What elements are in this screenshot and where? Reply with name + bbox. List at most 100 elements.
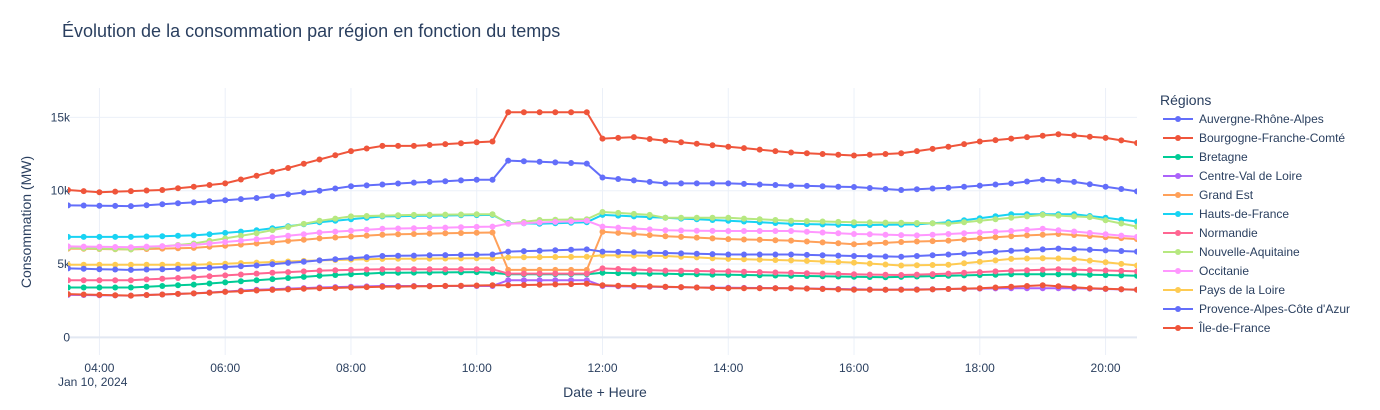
data-point[interactable] [678, 139, 685, 146]
data-point[interactable] [1102, 247, 1109, 254]
data-point[interactable] [772, 228, 779, 234]
data-point[interactable] [741, 285, 747, 292]
data-point[interactable] [583, 270, 590, 277]
data-point[interactable] [1071, 228, 1078, 235]
data-point[interactable] [961, 236, 968, 243]
data-point[interactable] [426, 283, 433, 290]
data-point[interactable] [316, 156, 323, 163]
data-point[interactable] [851, 241, 857, 248]
data-point[interactable] [1086, 246, 1093, 253]
data-point[interactable] [552, 109, 559, 116]
data-point[interactable] [1008, 233, 1015, 240]
data-point[interactable] [410, 225, 417, 232]
data-point[interactable] [945, 286, 952, 292]
data-point[interactable] [190, 199, 197, 206]
data-point[interactable] [332, 152, 339, 159]
data-point[interactable] [363, 232, 370, 239]
data-point[interactable] [96, 243, 103, 250]
data-point[interactable] [819, 286, 826, 292]
data-point[interactable] [615, 229, 622, 236]
data-point[interactable] [65, 202, 71, 209]
data-point[interactable] [898, 219, 905, 226]
data-point[interactable] [1008, 255, 1015, 262]
data-point[interactable] [473, 211, 480, 218]
data-point[interactable] [520, 270, 527, 277]
data-point[interactable] [520, 254, 527, 261]
data-point[interactable] [756, 256, 763, 263]
data-point[interactable] [929, 185, 936, 192]
data-point[interactable] [112, 277, 119, 284]
data-point[interactable] [992, 268, 999, 275]
data-point[interactable] [882, 253, 889, 260]
data-point[interactable] [615, 176, 622, 182]
data-point[interactable] [1039, 132, 1046, 139]
data-point[interactable] [1134, 268, 1140, 275]
data-point[interactable] [646, 136, 653, 142]
data-point[interactable] [269, 269, 276, 276]
data-point[interactable] [772, 285, 779, 292]
data-point[interactable] [599, 174, 606, 181]
data-point[interactable] [80, 284, 87, 291]
data-point[interactable] [348, 183, 354, 190]
data-point[interactable] [646, 211, 653, 218]
data-point[interactable] [882, 239, 889, 246]
data-point[interactable] [803, 251, 810, 258]
data-point[interactable] [300, 220, 307, 227]
data-point[interactable] [1055, 131, 1062, 138]
data-point[interactable] [709, 268, 716, 275]
data-point[interactable] [835, 270, 842, 277]
data-point[interactable] [662, 227, 669, 234]
data-point[interactable] [285, 165, 292, 171]
data-point[interactable] [206, 273, 213, 280]
data-point[interactable] [599, 248, 606, 255]
data-point[interactable] [819, 183, 826, 190]
data-point[interactable] [1102, 183, 1109, 190]
data-point[interactable] [410, 283, 417, 290]
data-point[interactable] [756, 285, 763, 292]
data-point[interactable] [929, 262, 936, 268]
data-point[interactable] [520, 248, 527, 255]
data-point[interactable] [788, 182, 795, 189]
data-point[interactable] [536, 270, 543, 277]
data-point[interactable] [1039, 255, 1046, 262]
data-point[interactable] [363, 266, 370, 273]
data-point[interactable] [489, 229, 496, 236]
data-point[interactable] [772, 237, 779, 244]
data-point[interactable] [788, 149, 795, 156]
data-point[interactable] [206, 289, 213, 296]
data-point[interactable] [866, 271, 873, 278]
data-point[interactable] [913, 286, 920, 293]
data-point[interactable] [190, 242, 197, 248]
data-point[interactable] [961, 269, 968, 276]
data-point[interactable] [159, 275, 166, 282]
data-point[interactable] [709, 255, 716, 262]
data-point[interactable] [992, 228, 999, 235]
data-point[interactable] [1024, 213, 1030, 220]
data-point[interactable] [898, 232, 905, 239]
data-point[interactable] [285, 237, 292, 244]
data-point[interactable] [1055, 245, 1062, 252]
data-point[interactable] [992, 284, 999, 291]
data-point[interactable] [143, 187, 150, 194]
data-point[interactable] [1055, 266, 1062, 273]
data-point[interactable] [709, 251, 716, 258]
data-point[interactable] [976, 182, 983, 189]
data-point[interactable] [127, 261, 134, 268]
data-point[interactable] [693, 250, 700, 257]
data-point[interactable] [65, 187, 71, 193]
data-point[interactable] [898, 253, 905, 260]
data-point[interactable] [1102, 231, 1109, 238]
data-point[interactable] [646, 249, 653, 256]
data-point[interactable] [520, 109, 527, 116]
data-point[interactable] [662, 180, 669, 187]
data-point[interactable] [835, 151, 842, 158]
data-point[interactable] [222, 264, 229, 270]
data-point[interactable] [1118, 137, 1125, 144]
data-point[interactable] [568, 160, 575, 166]
data-point[interactable] [1024, 134, 1030, 141]
data-point[interactable] [568, 253, 575, 260]
data-point[interactable] [1086, 229, 1093, 236]
data-point[interactable] [458, 140, 464, 147]
data-point[interactable] [175, 275, 181, 281]
data-point[interactable] [1118, 286, 1125, 293]
